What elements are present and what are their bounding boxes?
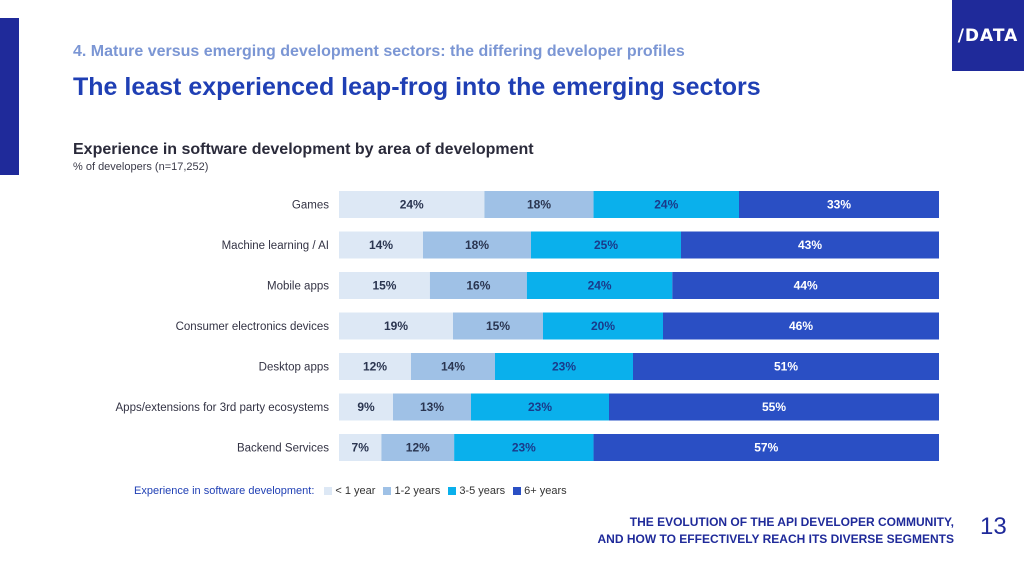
bar-segment: [484, 191, 594, 218]
legend-swatch: [513, 487, 522, 495]
data-label: 18%: [527, 198, 551, 212]
legend-label: 6+ years: [524, 485, 567, 497]
data-label: 44%: [794, 279, 818, 293]
data-label: 20%: [591, 319, 615, 333]
category-label: Machine learning / AI: [222, 240, 329, 252]
bar-segment: [411, 353, 495, 380]
bar-segment: [454, 434, 594, 461]
chart-title: Experience in software development by ar…: [73, 141, 534, 158]
bar-segment: [429, 272, 527, 299]
legend-swatch: [448, 487, 457, 495]
bar-segment: [381, 434, 455, 461]
legend-swatch: [383, 487, 392, 495]
data-label: 24%: [400, 198, 424, 212]
data-label: 13%: [420, 400, 444, 414]
data-label: 25%: [594, 238, 618, 252]
data-label: 18%: [465, 238, 489, 252]
bar-segment: [471, 393, 609, 421]
legend-label: 1-2 years: [394, 485, 441, 497]
footer-line-2: AND HOW TO EFFECTIVELY REACH ITS DIVERSE…: [597, 532, 955, 546]
data-label: 14%: [369, 238, 393, 252]
legend-label: 3-5 years: [459, 485, 506, 497]
footer-caption: THE EVOLUTION OF THE API DEVELOPER COMMU…: [598, 514, 955, 548]
legend-label: < 1 year: [335, 485, 376, 497]
bar-segment: [593, 191, 739, 218]
bar-segment: [739, 191, 939, 218]
category-label: Desktop apps: [259, 362, 330, 374]
data-label: 51%: [774, 360, 798, 374]
bar-segment: [609, 393, 939, 421]
bar-segment: [339, 272, 430, 299]
data-label: 16%: [466, 279, 490, 293]
page-headline: The least experienced leap-frog into the…: [73, 73, 761, 101]
category-label: Apps/extensions for 3rd party ecosystems: [116, 402, 330, 414]
bar-segment: [633, 353, 939, 380]
chart-subtitle: % of developers (n=17,252): [73, 161, 209, 173]
legend-item-6plus: 6+ years: [513, 485, 567, 497]
data-label: 23%: [552, 360, 576, 374]
data-label: 43%: [798, 238, 822, 252]
legend-item-1-2: 1-2 years: [383, 485, 440, 497]
bar-segment: [339, 434, 382, 461]
data-label: 57%: [754, 441, 778, 455]
bar-segment: [672, 272, 939, 299]
data-label: 23%: [512, 441, 536, 455]
category-label: Games: [292, 200, 329, 212]
data-label: 12%: [363, 360, 387, 374]
left-accent-bar: [0, 18, 19, 175]
page-number: 13: [980, 513, 1007, 540]
legend-item-lt1: < 1 year: [324, 485, 375, 497]
bar-segment: [531, 231, 681, 259]
chart-legend: Experience in software development: < 1 …: [134, 485, 575, 497]
brand-logo: /DATA: [952, 0, 1024, 71]
data-label: 24%: [588, 279, 612, 293]
legend-title: Experience in software development:: [134, 485, 315, 497]
bar-segment: [423, 231, 531, 259]
bar-segment: [681, 231, 939, 259]
bar-segment: [495, 353, 633, 380]
bar-segment: [393, 393, 471, 421]
data-label: 7%: [352, 441, 370, 455]
legend-swatch: [324, 487, 333, 495]
data-label: 19%: [384, 319, 408, 333]
section-title: 4. Mature versus emerging development se…: [73, 43, 685, 60]
data-label: 33%: [827, 198, 851, 212]
category-label: Backend Services: [237, 443, 329, 455]
data-label: 15%: [372, 279, 396, 293]
bar-segment: [339, 393, 393, 421]
data-label: 55%: [762, 400, 786, 414]
footer-line-1: THE EVOLUTION OF THE API DEVELOPER COMMU…: [629, 515, 954, 529]
data-label: 14%: [441, 360, 465, 374]
bar-segment: [339, 312, 453, 340]
bar-segment: [339, 191, 485, 218]
bar-segment: [526, 272, 673, 299]
bar-segment: [663, 312, 939, 340]
category-label: Consumer electronics devices: [176, 321, 330, 333]
bar-segment: [339, 231, 423, 259]
data-label: 15%: [486, 319, 510, 333]
data-label: 23%: [528, 400, 552, 414]
data-label: 12%: [406, 441, 430, 455]
brand-logo-text: /DATA: [957, 25, 1019, 46]
bar-segment: [593, 434, 939, 461]
data-label: 9%: [357, 400, 375, 414]
bar-segment: [453, 312, 543, 340]
category-label: Mobile apps: [267, 281, 329, 293]
data-label: 46%: [789, 319, 813, 333]
bar-segment: [339, 353, 411, 380]
bar-segment: [543, 312, 663, 340]
legend-item-3-5: 3-5 years: [448, 485, 505, 497]
data-label: 24%: [654, 198, 678, 212]
